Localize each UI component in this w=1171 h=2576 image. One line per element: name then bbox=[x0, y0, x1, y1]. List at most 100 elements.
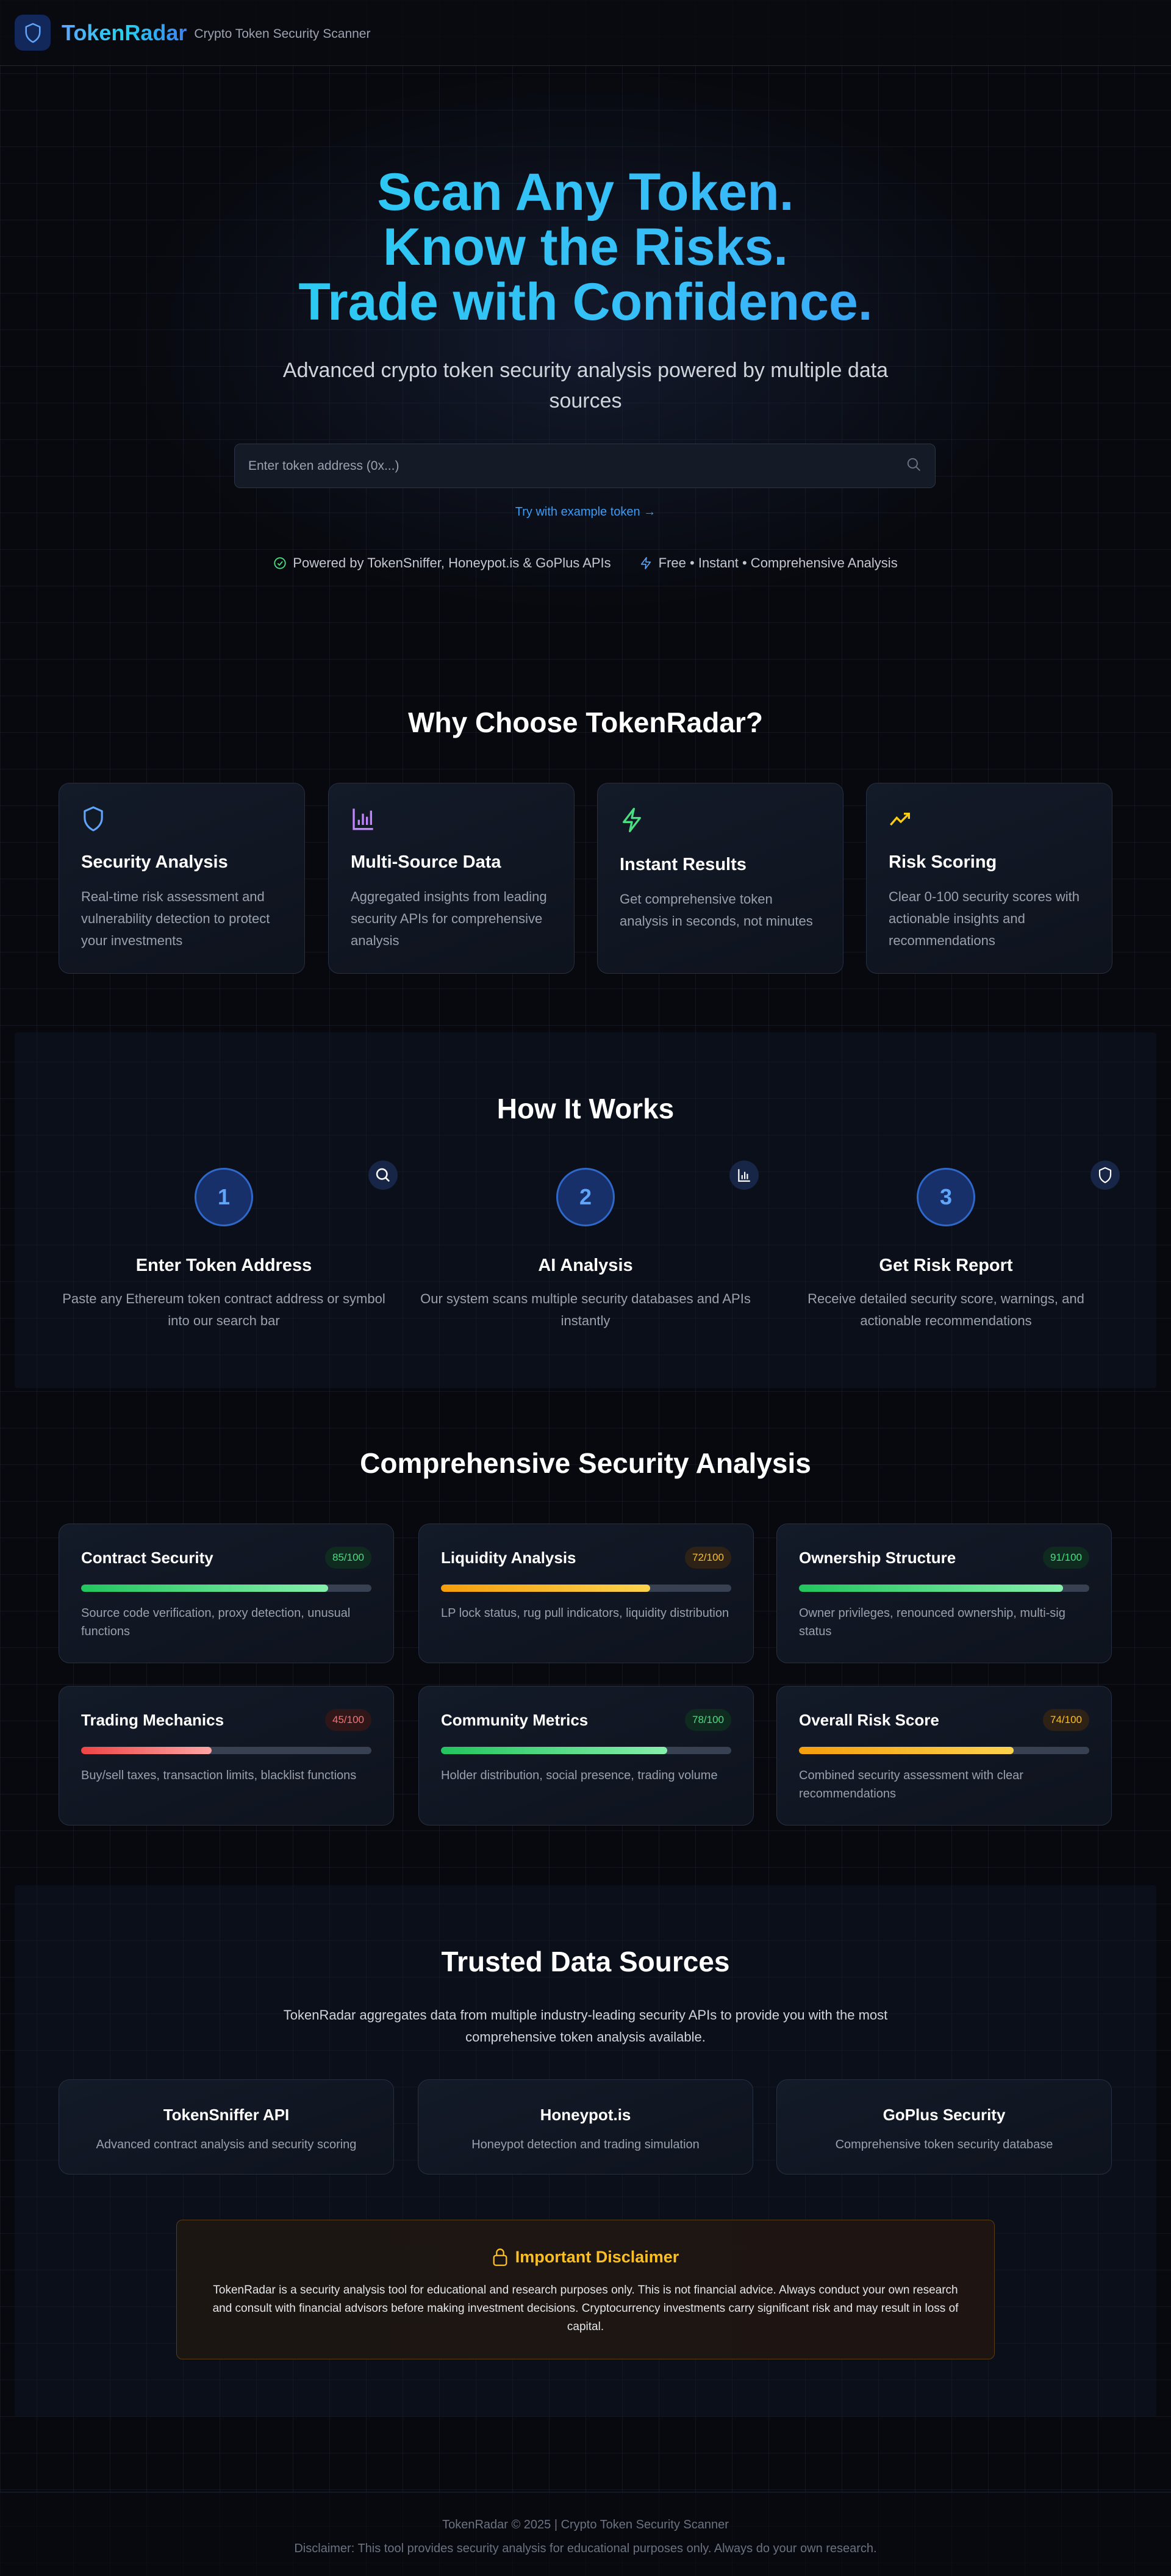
disclaimer-title: Important Disclaimer bbox=[515, 2247, 679, 2266]
check-circle-icon bbox=[274, 557, 286, 569]
feature-desc: Real-time risk assessment and vulnerabil… bbox=[81, 889, 270, 948]
analysis-desc: Owner privileges, renounced ownership, m… bbox=[799, 1606, 1065, 1638]
analysis-card-trading-mechanics: Trading Mechanics 45/100 Buy/sell taxes, t… bbox=[59, 1686, 394, 1826]
analysis-desc: Combined security assessment with clear … bbox=[799, 1769, 1023, 1801]
footer-disclaimer: Disclaimer: This tool provides security … bbox=[294, 2542, 877, 2555]
shield-icon bbox=[1090, 1160, 1120, 1190]
badge-free-instant: Free • Instant • Comprehensive Analysis bbox=[639, 555, 898, 571]
score-progress-fill bbox=[81, 1747, 212, 1754]
feature-card-multi-source: Multi-Source Data Aggregated insights fr… bbox=[328, 783, 575, 974]
analysis-title: Ownership Structure bbox=[799, 1548, 956, 1567]
source-card-goplus: GoPlus Security Comprehensive token secu… bbox=[776, 2079, 1112, 2175]
score-badge: 45/100 bbox=[325, 1709, 371, 1731]
feature-card-risk-scoring: Risk Scoring Clear 0-100 security scores… bbox=[866, 783, 1112, 974]
step-desc: Our system scans multiple security datab… bbox=[420, 1291, 751, 1328]
brand-tagline: Crypto Token Security Scanner bbox=[194, 26, 371, 41]
badge-powered-by: Powered by TokenSniffer, Honeypot.is & G… bbox=[273, 555, 611, 571]
score-progress-fill bbox=[441, 1747, 668, 1754]
feature-desc: Aggregated insights from leading securit… bbox=[351, 889, 547, 948]
feature-card-security-analysis: Security Analysis Real-time risk assessm… bbox=[59, 783, 305, 974]
site-header: TokenRadar Crypto Token Security Scanner bbox=[0, 0, 1171, 66]
feature-title: Security Analysis bbox=[81, 852, 228, 872]
step-enter-token: 1 Enter Token Address Paste any Ethereum… bbox=[53, 1168, 395, 1332]
source-desc: Comprehensive token security database bbox=[835, 2138, 1053, 2151]
analysis-desc: Holder distribution, social presence, tr… bbox=[441, 1769, 718, 1782]
site-footer: TokenRadar © 2025 | Crypto Token Securit… bbox=[0, 2492, 1171, 2576]
lightning-icon bbox=[623, 807, 641, 832]
score-progress-fill bbox=[799, 1585, 1064, 1592]
hero-title-line: Trade with Confidence. bbox=[298, 273, 873, 331]
try-example-link[interactable]: Try with example token → bbox=[515, 505, 656, 519]
analysis-card-liquidity-analysis: Liquidity Analysis 72/100 LP lock status, … bbox=[418, 1524, 754, 1663]
badge-text: Free • Instant • Comprehensive Analysis bbox=[658, 555, 898, 570]
analysis-card-overall-risk-score: Overall Risk Score 74/100 Combined securit… bbox=[776, 1686, 1112, 1826]
feature-title: Instant Results bbox=[620, 855, 747, 874]
token-search-bar bbox=[234, 444, 936, 488]
token-address-input[interactable] bbox=[248, 458, 906, 473]
hero-badges: Powered by TokenSniffer, Honeypot.is & G… bbox=[0, 555, 1171, 571]
source-title: Honeypot.is bbox=[540, 2106, 631, 2124]
step-title: Enter Token Address bbox=[135, 1256, 312, 1275]
logo-shield-icon[interactable] bbox=[15, 15, 51, 51]
score-progress-bar bbox=[441, 1585, 731, 1592]
sources-heading: Trusted Data Sources bbox=[441, 1946, 730, 1977]
lock-icon bbox=[493, 2248, 507, 2266]
step-desc: Paste any Ethereum token contract addres… bbox=[62, 1291, 385, 1328]
search-icon bbox=[368, 1160, 398, 1190]
features-heading: Why Choose TokenRadar? bbox=[408, 707, 763, 738]
source-card-honeypot: Honeypot.is Honeypot detection and tradi… bbox=[418, 2079, 753, 2175]
step-title: AI Analysis bbox=[538, 1256, 633, 1275]
hero-subtitle: Advanced crypto token security analysis … bbox=[282, 359, 889, 412]
step-ai-analysis: 2 AI Analysis Our system scans multiple … bbox=[415, 1168, 756, 1332]
source-title: GoPlus Security bbox=[883, 2106, 1006, 2124]
analysis-heading: Comprehensive Security Analysis bbox=[360, 1447, 811, 1479]
feature-card-instant-results: Instant Results Get comprehensive token … bbox=[597, 783, 843, 974]
shield-icon bbox=[84, 806, 103, 832]
source-desc: Advanced contract analysis and security … bbox=[96, 2138, 357, 2151]
hero-title-line: Know the Risks. bbox=[382, 218, 789, 276]
analysis-title: Overall Risk Score bbox=[799, 1710, 939, 1729]
analysis-card-contract-security: Contract Security 85/100 Source code verif… bbox=[59, 1524, 394, 1663]
score-badge: 85/100 bbox=[325, 1547, 371, 1569]
hero-title: Scan Any Token. Know the Risks. Trade wi… bbox=[0, 165, 1171, 329]
step-number: 2 bbox=[556, 1168, 615, 1226]
score-progress-bar bbox=[81, 1747, 371, 1754]
brand-name[interactable]: TokenRadar bbox=[62, 20, 187, 45]
score-progress-fill bbox=[441, 1585, 650, 1592]
bar-chart-icon bbox=[729, 1160, 759, 1190]
step-title: Get Risk Report bbox=[879, 1256, 1013, 1275]
analysis-card-community-metrics: Community Metrics 78/100 Holder distributi… bbox=[418, 1686, 754, 1826]
analysis-desc: Buy/sell taxes, transaction limits, blac… bbox=[81, 1769, 357, 1782]
disclaimer-text: TokenRadar is a security analysis tool f… bbox=[212, 2284, 959, 2333]
trending-up-icon bbox=[890, 813, 910, 826]
analysis-desc: LP lock status, rug pull indicators, liq… bbox=[441, 1606, 729, 1620]
score-badge: 72/100 bbox=[685, 1547, 731, 1569]
lightning-icon bbox=[640, 557, 651, 569]
hero-title-line: Scan Any Token. bbox=[377, 163, 794, 221]
footer-copyright: TokenRadar © 2025 | Crypto Token Securit… bbox=[442, 2518, 729, 2531]
step-number: 3 bbox=[917, 1168, 975, 1226]
sources-intro: TokenRadar aggregates data from multiple… bbox=[283, 2007, 888, 2045]
step-number: 1 bbox=[195, 1168, 253, 1226]
score-progress-bar bbox=[799, 1585, 1089, 1592]
analysis-title: Liquidity Analysis bbox=[441, 1548, 576, 1567]
hero-glow bbox=[122, 66, 1049, 615]
how-heading: How It Works bbox=[496, 1093, 675, 1124]
bar-chart-icon bbox=[353, 808, 373, 830]
analysis-card-ownership-structure: Ownership Structure 91/100 Owner privilege… bbox=[776, 1524, 1112, 1663]
badge-text: Powered by TokenSniffer, Honeypot.is & G… bbox=[293, 555, 611, 570]
source-card-tokensniffer: TokenSniffer API Advanced contract analy… bbox=[59, 2079, 394, 2175]
step-desc: Receive detailed security score, warning… bbox=[808, 1291, 1084, 1328]
score-progress-bar bbox=[799, 1747, 1089, 1754]
feature-title: Multi-Source Data bbox=[351, 852, 501, 872]
analysis-title: Trading Mechanics bbox=[81, 1710, 224, 1729]
score-progress-bar bbox=[81, 1585, 371, 1592]
source-title: TokenSniffer API bbox=[163, 2106, 290, 2124]
analysis-desc: Source code verification, proxy detectio… bbox=[81, 1606, 351, 1638]
source-desc: Honeypot detection and trading simulatio… bbox=[471, 2138, 700, 2151]
score-progress-bar bbox=[441, 1747, 731, 1754]
disclaimer-box: Important Disclaimer TokenRadar is a sec… bbox=[176, 2220, 995, 2359]
feature-desc: Get comprehensive token analysis in seco… bbox=[620, 891, 813, 929]
score-badge: 91/100 bbox=[1043, 1547, 1089, 1569]
search-icon[interactable] bbox=[906, 456, 922, 475]
